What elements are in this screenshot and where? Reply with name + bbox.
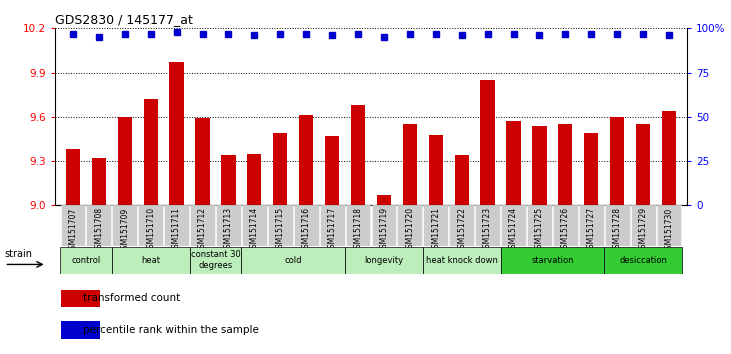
Bar (579, 205, 604, 246)
Text: control: control (72, 256, 101, 265)
Bar (325, 136, 339, 205)
Text: GSM151712: GSM151712 (198, 207, 207, 253)
Text: GSM151716: GSM151716 (302, 207, 311, 253)
Text: GSM151728: GSM151728 (613, 207, 621, 253)
Bar (319, 205, 344, 246)
Text: GSM151724: GSM151724 (509, 207, 518, 253)
Text: GSM151725: GSM151725 (535, 207, 544, 253)
Bar (299, 115, 314, 205)
Text: longevity: longevity (364, 256, 404, 265)
FancyBboxPatch shape (605, 247, 682, 274)
Bar (507, 121, 520, 205)
Bar (636, 124, 650, 205)
Bar (242, 205, 267, 246)
Bar (138, 205, 163, 246)
Bar (558, 124, 572, 205)
Bar (428, 135, 443, 205)
Text: GSM151721: GSM151721 (431, 207, 440, 253)
Bar (247, 154, 262, 205)
Bar (371, 205, 396, 246)
Text: GSM151727: GSM151727 (587, 207, 596, 253)
Bar (656, 205, 681, 246)
Bar (532, 126, 547, 205)
Text: heat knock down: heat knock down (425, 256, 498, 265)
Bar (86, 205, 111, 246)
Text: starvation: starvation (531, 256, 574, 265)
Bar (605, 205, 629, 246)
Bar (221, 155, 235, 205)
Text: GSM151726: GSM151726 (561, 207, 570, 253)
Text: desiccation: desiccation (619, 256, 667, 265)
FancyBboxPatch shape (345, 247, 423, 274)
Text: GSM151717: GSM151717 (327, 207, 336, 253)
Text: cold: cold (284, 256, 302, 265)
Bar (584, 133, 599, 205)
Bar (423, 205, 448, 246)
Bar (403, 124, 417, 205)
Text: GSM151720: GSM151720 (406, 207, 414, 253)
FancyBboxPatch shape (501, 247, 605, 274)
Bar (553, 205, 577, 246)
Text: GSM151714: GSM151714 (250, 207, 259, 253)
Bar (631, 205, 656, 246)
Bar (268, 205, 292, 246)
Text: percentile rank within the sample: percentile rank within the sample (83, 325, 260, 335)
Text: heat: heat (141, 256, 160, 265)
Bar (273, 133, 287, 205)
Bar (118, 117, 132, 205)
FancyBboxPatch shape (423, 247, 501, 274)
Text: GSM151730: GSM151730 (664, 207, 673, 253)
FancyBboxPatch shape (60, 247, 112, 274)
Bar (294, 205, 319, 246)
FancyBboxPatch shape (241, 247, 345, 274)
Bar (66, 149, 80, 205)
Bar (113, 205, 137, 246)
Text: GSM151707: GSM151707 (69, 207, 77, 253)
Bar (61, 290, 99, 307)
Bar (164, 205, 189, 246)
Text: GSM151715: GSM151715 (276, 207, 285, 253)
Bar (376, 195, 391, 205)
Text: constant 30
degrees: constant 30 degrees (191, 251, 240, 270)
Bar (190, 205, 215, 246)
Text: GSM151711: GSM151711 (172, 207, 181, 253)
Bar (92, 158, 106, 205)
Bar (480, 80, 495, 205)
Text: GDS2830 / 145177_at: GDS2830 / 145177_at (55, 13, 193, 26)
Bar (170, 62, 183, 205)
Bar (475, 205, 500, 246)
Bar (450, 205, 474, 246)
Text: GSM151718: GSM151718 (354, 207, 363, 253)
Text: GSM151719: GSM151719 (379, 207, 388, 253)
Bar (61, 205, 86, 246)
Bar (398, 205, 423, 246)
Bar (216, 205, 241, 246)
Bar (195, 118, 210, 205)
FancyBboxPatch shape (189, 247, 241, 274)
Text: GSM151729: GSM151729 (639, 207, 648, 253)
Bar (501, 205, 526, 246)
Text: GSM151710: GSM151710 (146, 207, 155, 253)
FancyBboxPatch shape (112, 247, 189, 274)
Bar (346, 205, 371, 246)
Bar (455, 155, 469, 205)
Bar (610, 117, 624, 205)
Bar (662, 111, 676, 205)
Text: GSM151723: GSM151723 (483, 207, 492, 253)
Bar (143, 99, 158, 205)
Text: strain: strain (4, 249, 32, 259)
Bar (527, 205, 552, 246)
Text: GSM151713: GSM151713 (224, 207, 233, 253)
Text: GSM151722: GSM151722 (457, 207, 466, 253)
Text: GSM151708: GSM151708 (94, 207, 103, 253)
Bar (351, 105, 366, 205)
Text: transformed count: transformed count (83, 293, 181, 303)
Text: GSM151709: GSM151709 (121, 207, 129, 253)
Bar (61, 321, 99, 339)
